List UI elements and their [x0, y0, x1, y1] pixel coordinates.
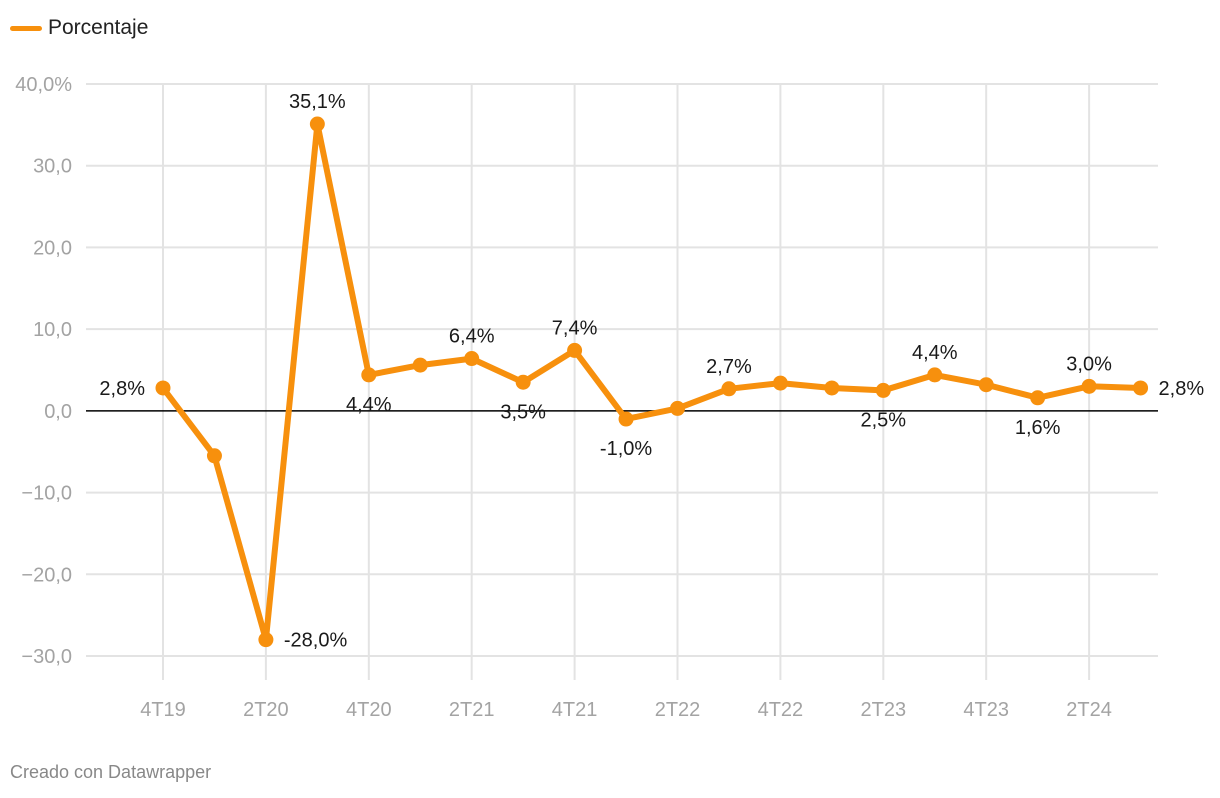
data-label: 3,0% — [1066, 353, 1112, 375]
y-tick-label: −20,0 — [21, 564, 72, 586]
x-tick-label: 4T20 — [346, 699, 392, 721]
data-point — [155, 380, 171, 396]
data-point — [258, 632, 274, 648]
data-point — [1133, 380, 1149, 396]
data-point — [515, 374, 531, 390]
data-label: 2,5% — [861, 409, 907, 431]
data-labels: 2,8% -28,0% 35,1% 4,4% 6,4% 3,5% 7,4% -1,0% 2,7%… — [99, 91, 1204, 652]
data-label: 4,4% — [346, 394, 392, 416]
data-point — [670, 400, 685, 416]
data-point — [361, 367, 377, 383]
data-point — [772, 375, 788, 391]
data-point — [1030, 390, 1046, 406]
y-tick-label: 30,0 — [33, 156, 72, 178]
x-tick-label: 2T23 — [861, 699, 907, 721]
data-point — [1081, 378, 1097, 394]
data-label: 2,8% — [99, 378, 145, 400]
data-point — [206, 448, 222, 464]
y-tick-label: 40,0% — [15, 74, 72, 96]
legend: Porcentaje — [10, 16, 148, 40]
legend-swatch — [10, 25, 42, 31]
x-tick-label: 4T22 — [758, 699, 804, 721]
x-tick-label: 2T22 — [655, 699, 701, 721]
data-label: -1,0% — [600, 438, 652, 460]
data-label: 6,4% — [449, 326, 495, 348]
data-point — [464, 351, 480, 367]
data-label: 2,7% — [706, 356, 752, 378]
data-point — [927, 367, 943, 383]
grid — [86, 83, 1158, 680]
y-tick-label: 0,0 — [44, 401, 72, 423]
data-label: 4,4% — [912, 342, 958, 364]
data-point — [412, 357, 428, 373]
x-tick-label: 4T21 — [552, 699, 598, 721]
data-point — [978, 377, 994, 393]
data-label: 35,1% — [289, 91, 346, 113]
legend-label: Porcentaje — [48, 16, 149, 39]
axes: 40,0% 30,0 20,0 10,0 0,0 −10,0 −20,0 −30,0 4T19 2… — [15, 74, 1158, 721]
data-label: -28,0% — [284, 630, 348, 652]
data-label: 3,5% — [500, 401, 546, 423]
series-porcentaje — [155, 116, 1149, 648]
x-tick-label: 2T24 — [1066, 699, 1112, 721]
data-point — [309, 116, 325, 132]
data-point — [721, 381, 737, 397]
data-point — [567, 342, 583, 358]
x-tick-label: 4T23 — [963, 699, 1009, 721]
y-tick-label: 10,0 — [33, 319, 72, 341]
y-tick-label: −10,0 — [21, 483, 72, 505]
series-line — [160, 121, 1144, 643]
data-label: 7,4% — [552, 317, 598, 339]
y-tick-label: 20,0 — [33, 237, 72, 259]
credit-text: Creado con Datawrapper — [10, 762, 212, 782]
y-tick-label: −30,0 — [21, 646, 72, 668]
x-tick-label: 4T19 — [140, 699, 186, 721]
data-point — [875, 382, 891, 398]
x-tick-label: 2T20 — [243, 699, 289, 721]
data-label: 2,8% — [1159, 378, 1205, 400]
x-tick-label: 2T21 — [449, 699, 495, 721]
data-point — [618, 411, 634, 427]
data-label: 1,6% — [1015, 417, 1061, 439]
data-point — [824, 380, 840, 396]
